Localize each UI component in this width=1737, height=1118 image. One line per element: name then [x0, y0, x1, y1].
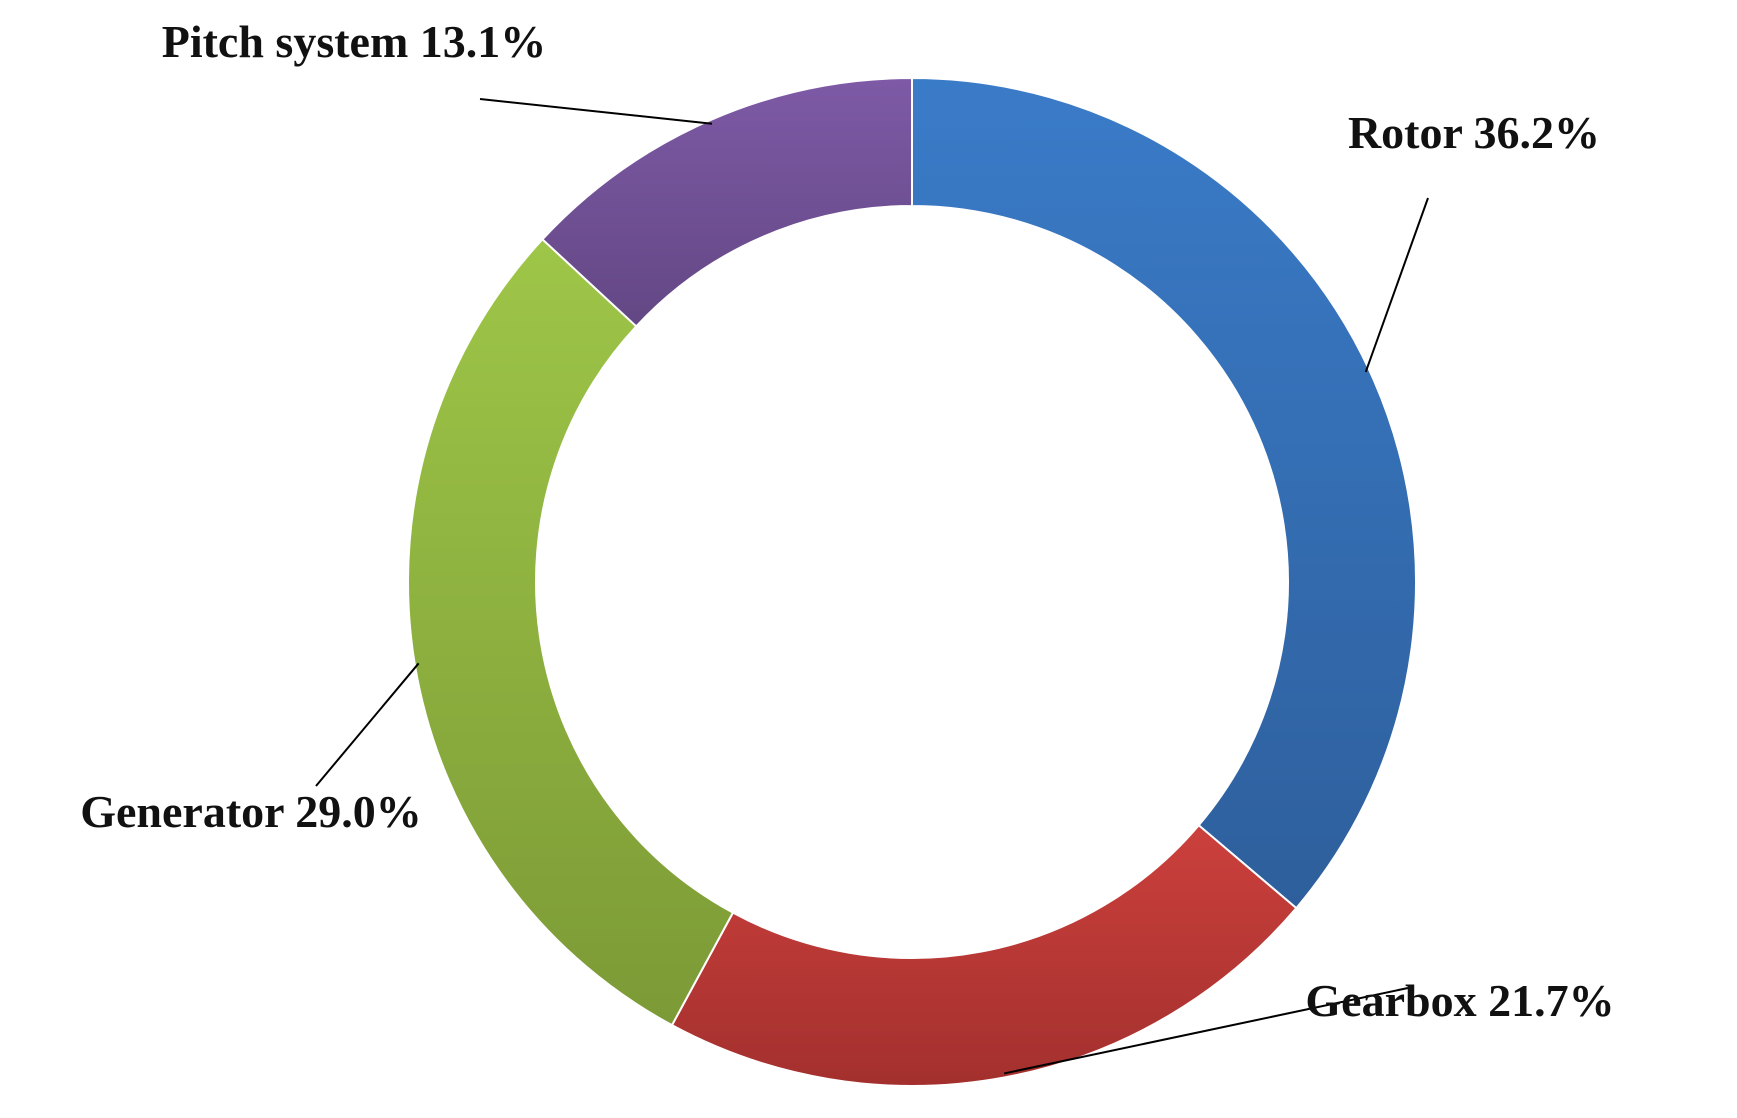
data-label-rotor: Rotor 36.2% — [1348, 107, 1600, 158]
slice-generator — [407, 237, 735, 1027]
data-label-pitch-system: Pitch system 13.1% — [162, 16, 547, 67]
data-label-generator: Generator 29.0% — [80, 786, 422, 837]
leader-line-gearbox — [1003, 987, 1409, 1075]
leader-line-pitch-system — [479, 98, 713, 125]
leader-line-rotor — [1364, 197, 1429, 373]
data-label-group: Rotor 36.2% Gearbox 21.7% Generator 29.0% P… — [80, 16, 1614, 1026]
slice-rotor — [911, 76, 1417, 910]
leader-line-group — [315, 98, 1429, 1075]
leader-line-generator — [315, 662, 420, 787]
slice-gearbox — [670, 823, 1298, 1087]
slice-pitch-system — [541, 76, 913, 328]
data-label-gearbox: Gearbox 21.7% — [1305, 975, 1614, 1026]
slice-group — [407, 76, 1417, 1087]
